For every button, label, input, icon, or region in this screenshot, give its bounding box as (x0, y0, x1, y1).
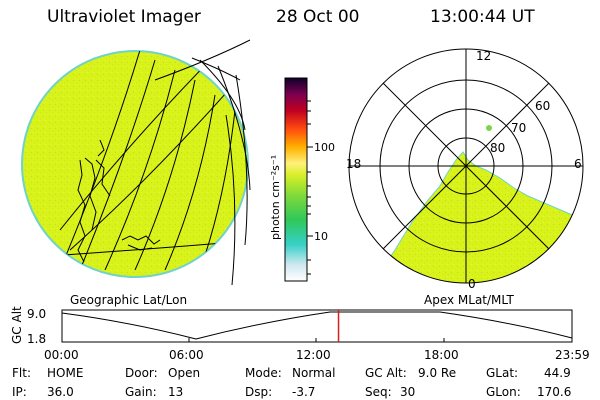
mode-value: Normal (292, 366, 336, 380)
altitude-ytick-bottom: 1.8 (27, 332, 46, 346)
altitude-axis-title: GC Alt (10, 306, 24, 344)
altitude-plot: GC Alt 9.0 1.8 00:00 06:00 12:00 18:00 2… (10, 306, 590, 362)
grid-outside-disk (154, 39, 251, 286)
xtick-0000: 00:00 (44, 348, 79, 362)
door-value: Open (168, 366, 201, 380)
gcalt-value: 9.0 Re (418, 366, 457, 380)
altitude-x-labels: 00:00 06:00 12:00 18:00 23:59 (44, 348, 590, 362)
mlat-label-80: 80 (490, 141, 505, 155)
glat-value: 44.9 (544, 366, 571, 380)
mlt-label-6: 6 (574, 157, 582, 171)
polar-labels: 12 18 6 0 60 70 80 (346, 49, 582, 291)
glon-value: 170.6 (537, 385, 572, 399)
mode-label: Mode: (245, 366, 282, 380)
xtick-1800: 18:00 (424, 348, 459, 362)
glon-label: GLon: (486, 385, 521, 399)
auroral-region (359, 125, 583, 283)
mlt-label-12: 12 (476, 49, 491, 63)
altitude-x-ticks (61, 338, 573, 342)
altitude-plot-frame (61, 309, 573, 343)
xtick-2359: 23:59 (555, 348, 590, 362)
geographic-panel (21, 39, 251, 286)
polar-grid (348, 48, 584, 284)
colorbar-unit-label: photon cm⁻²s⁻¹ (269, 155, 282, 240)
colorbar-tick-100: 100 (314, 141, 335, 154)
dsp-label: Dsp: (245, 385, 273, 399)
glat-label: GLat: (486, 366, 519, 380)
xtick-0600: 06:00 (169, 348, 204, 362)
gain-label: Gain: (125, 385, 157, 399)
gain-value: 13 (168, 385, 184, 399)
colorbar-ticks (307, 100, 313, 275)
mlt-label-18: 18 (346, 157, 361, 171)
door-label: Door: (125, 366, 158, 380)
seq-value: 30 (400, 385, 416, 399)
flt-label: Flt: (12, 366, 31, 380)
ip-label: IP: (12, 385, 27, 399)
altitude-curve (61, 311, 573, 340)
uv-earth-disk (21, 50, 249, 278)
ip-value: 36.0 (47, 385, 74, 399)
apex-label: Apex MLat/MLT (424, 293, 514, 307)
coastlines (77, 139, 161, 263)
seq-label: Seq: (365, 385, 392, 399)
mlt-label-0: 0 (468, 277, 476, 291)
instrument-title: Ultraviolet Imager (47, 7, 201, 27)
colorbar-scale (284, 77, 308, 282)
dsp-value: -3.7 (292, 385, 316, 399)
mlat-label-70: 70 (511, 121, 526, 135)
colorbar-tick-10: 10 (314, 230, 328, 243)
gcalt-label: GC Alt: (365, 366, 407, 380)
colorbar: 100 10 photon cm⁻²s⁻¹ (269, 77, 335, 282)
auroral-spot (486, 125, 492, 131)
geographic-label: Geographic Lat/Lon (70, 293, 187, 307)
polar-panel: 12 18 6 0 60 70 80 (346, 48, 584, 291)
xtick-1200: 12:00 (296, 348, 331, 362)
mlat-label-60: 60 (535, 99, 550, 113)
date-label: 28 Oct 00 (276, 7, 360, 27)
flt-value: HOME (47, 366, 84, 380)
time-label: 13:00:44 UT (430, 7, 535, 27)
altitude-ytick-top: 9.0 (27, 307, 46, 321)
